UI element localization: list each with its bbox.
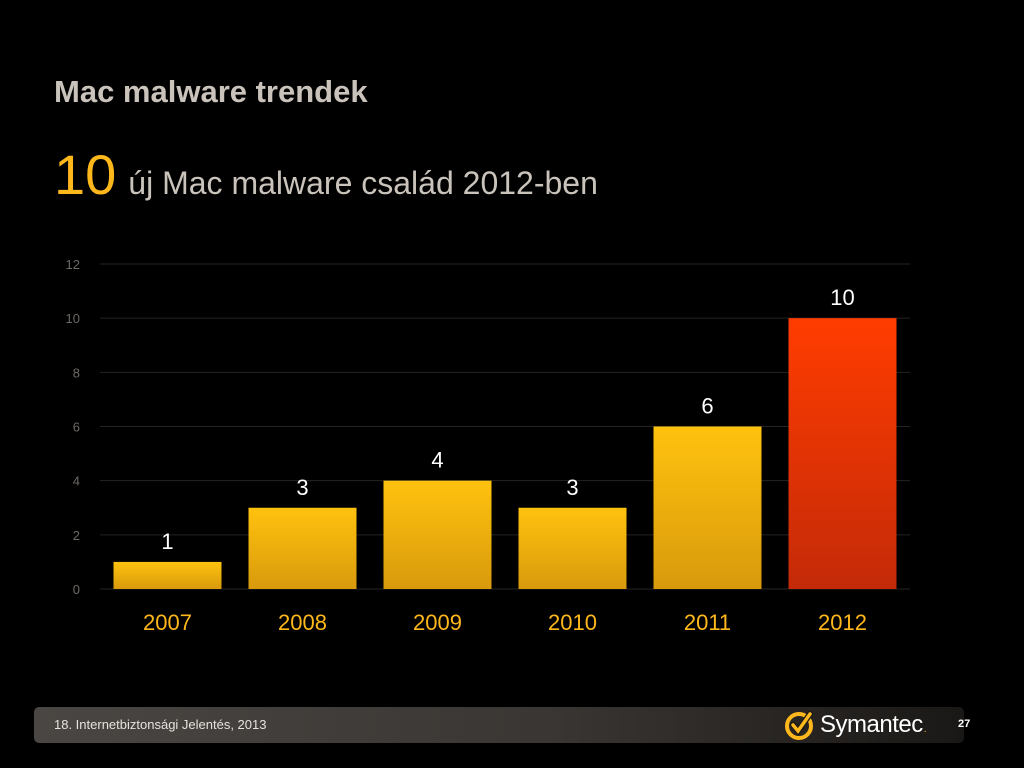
data-label-2011: 6 (701, 394, 713, 419)
footer-bar: 18. Internetbiztonsági Jelentés, 2013 Sy… (34, 707, 964, 743)
logo-dot: . (923, 724, 927, 735)
y-tick-label: 2 (73, 528, 80, 543)
x-category-label-2012: 2012 (818, 610, 867, 635)
bar-2012 (788, 318, 897, 589)
data-label-2008: 3 (296, 475, 308, 500)
slide-title: Mac malware trendek (54, 74, 368, 109)
x-category-label-2009: 2009 (413, 610, 462, 635)
chart-bars (113, 318, 897, 589)
bar-2007 (113, 561, 222, 589)
y-tick-label: 8 (73, 365, 80, 380)
bar-2009 (383, 480, 492, 589)
bar-2010 (518, 507, 627, 589)
y-axis-ticks: 0 2 4 6 8 10 12 (66, 257, 80, 597)
y-tick-label: 4 (73, 474, 80, 489)
data-labels: 1 3 4 3 6 10 (161, 285, 854, 554)
page-number: 27 (958, 718, 971, 730)
checkmark-circle-icon (785, 711, 813, 740)
data-label-2009: 4 (431, 448, 443, 473)
footer-text: 18. Internetbiztonsági Jelentés, 2013 (54, 717, 267, 732)
x-category-label-2011: 2011 (684, 610, 731, 635)
y-tick-label: 12 (66, 257, 80, 272)
chart-gridlines (100, 263, 910, 590)
subtitle-text: új Mac malware család 2012-ben (128, 165, 598, 201)
y-tick-label: 10 (66, 311, 80, 326)
y-tick-label: 0 (73, 582, 80, 597)
data-label-2012: 10 (830, 285, 854, 310)
data-label-2010: 3 (566, 475, 578, 500)
data-label-2007: 1 (161, 529, 173, 554)
symantec-logo: Symantec. (784, 709, 927, 741)
highlight-number: 10 (54, 143, 117, 206)
bar-2008 (248, 507, 357, 589)
bar-2011 (653, 426, 762, 589)
x-category-label-2007: 2007 (143, 610, 192, 635)
logo-text: Symantec (820, 711, 923, 738)
x-category-label-2010: 2010 (548, 610, 597, 635)
subtitle: 10 új Mac malware család 2012-ben (54, 142, 598, 207)
x-axis-categories: 2007 2008 2009 2010 2011 2012 (143, 610, 867, 635)
y-tick-label: 6 (73, 420, 80, 435)
x-category-label-2008: 2008 (278, 610, 327, 635)
